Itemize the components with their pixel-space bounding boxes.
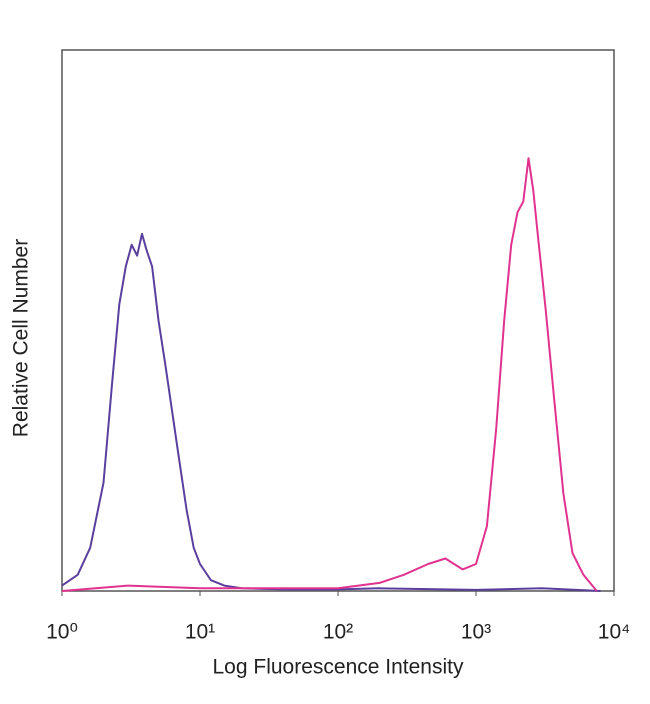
x-tick-label: 10⁰ — [46, 621, 78, 644]
plot-frame — [61, 49, 615, 592]
histogram-line — [61, 157, 598, 592]
x-tick-label: 10³ — [461, 621, 491, 644]
x-tick-label: 10⁴ — [598, 621, 630, 644]
x-tick-label: 10² — [323, 621, 353, 644]
x-tick-label: 10¹ — [185, 621, 215, 644]
histogram-line — [61, 232, 601, 592]
y-axis-label: Relative Cell Number — [10, 239, 33, 437]
x-axis-label: Log Fluorescence Intensity — [213, 656, 464, 679]
